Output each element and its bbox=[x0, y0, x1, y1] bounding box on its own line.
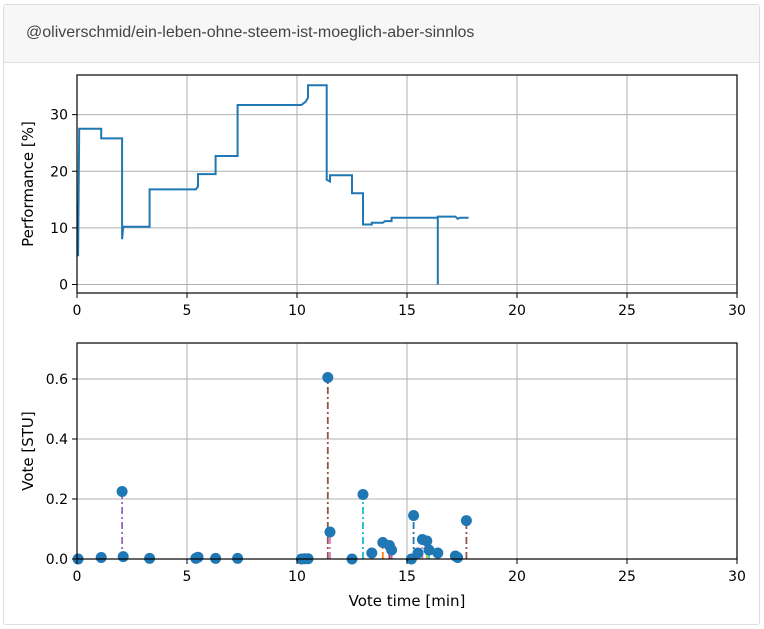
post-title: @oliverschmid/ein-leben-ohne-steem-ist-m… bbox=[26, 24, 475, 41]
x-tick-label: 10 bbox=[288, 303, 306, 319]
performance-chart: 0 5 10 15 20 25 30 0 10 20 30 Performance [%] bbox=[19, 74, 746, 319]
vote-point bbox=[357, 489, 369, 500]
post-card: @oliverschmid/ein-leben-ohne-steem-ist-m… bbox=[3, 4, 760, 625]
vote-point bbox=[322, 372, 334, 383]
performance-line bbox=[77, 84, 469, 285]
vote-point bbox=[408, 510, 420, 521]
vote-chart: 0 5 10 15 20 25 30 0.0 0.2 0.4 0.6 Vote [STU] Vote t… bbox=[19, 342, 746, 610]
y-axis-label: Performance [%] bbox=[19, 121, 37, 247]
y-axis-label: Vote [STU] bbox=[19, 411, 37, 491]
vote-point bbox=[95, 552, 107, 563]
vote-point bbox=[366, 547, 378, 559]
x-tick-label: 25 bbox=[618, 569, 636, 585]
y-tick-label: 0.6 bbox=[46, 372, 68, 388]
x-tick-label: 10 bbox=[288, 569, 306, 585]
vote-point bbox=[460, 515, 472, 527]
vote-point bbox=[192, 551, 204, 563]
x-tick-label: 0 bbox=[73, 303, 82, 319]
vote-point bbox=[421, 535, 433, 547]
y-tick-label: 10 bbox=[50, 221, 68, 237]
vote-point bbox=[432, 547, 444, 559]
vote-point bbox=[452, 552, 464, 563]
y-tick-label: 20 bbox=[50, 164, 68, 180]
x-axis-label: Vote time [min] bbox=[349, 592, 466, 610]
y-tick-label: 0 bbox=[59, 278, 68, 294]
vote-point bbox=[423, 544, 435, 556]
y-tick-label: 0.2 bbox=[46, 492, 68, 508]
x-tick-label: 25 bbox=[618, 303, 636, 319]
x-tick-label: 15 bbox=[398, 569, 416, 585]
y-tick-label: 0.4 bbox=[46, 432, 68, 448]
x-tick-label: 30 bbox=[728, 303, 746, 319]
y-tick-label: 30 bbox=[50, 108, 68, 124]
vote-point bbox=[116, 486, 128, 497]
card-header: @oliverschmid/ein-leben-ohne-steem-ist-m… bbox=[4, 5, 759, 63]
x-tick-label: 30 bbox=[728, 569, 746, 585]
vote-point bbox=[412, 547, 424, 559]
x-tick-label: 20 bbox=[508, 303, 526, 319]
x-tick-label: 5 bbox=[183, 303, 192, 319]
vote-point bbox=[117, 551, 129, 563]
vote-point bbox=[386, 544, 398, 556]
x-tick-label: 5 bbox=[183, 569, 192, 585]
x-tick-label: 20 bbox=[508, 569, 526, 585]
vote-point bbox=[324, 526, 336, 538]
y-tick-label: 0.0 bbox=[46, 552, 68, 568]
x-tick-label: 15 bbox=[398, 303, 416, 319]
x-tick-label: 0 bbox=[73, 569, 82, 585]
